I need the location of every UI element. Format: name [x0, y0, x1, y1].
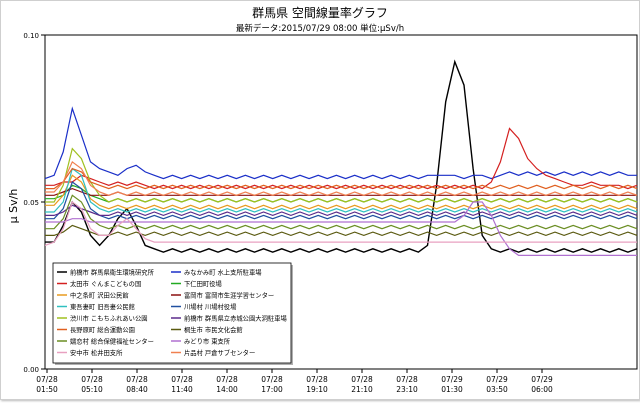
- series-line: [45, 174, 638, 210]
- legend-label: 安中市 松井田支所: [70, 348, 123, 357]
- legend-label: 富岡市 富岡市生涯学習センター: [184, 291, 274, 300]
- x-tick-label-time: 17:00: [261, 385, 283, 394]
- series-lines: [44, 59, 638, 256]
- legend-box: [52, 262, 292, 364]
- x-tick-label-time: 03:50: [486, 385, 508, 394]
- legend-label: 川場村 川場村役場: [184, 302, 237, 311]
- legend-label: 下仁田町役場: [184, 279, 222, 288]
- series-line: [44, 201, 637, 246]
- x-tick-label-date: 07/29: [486, 375, 508, 384]
- chart-title: 群馬県 空間線量率グラフ: [252, 5, 388, 20]
- y-tick-label: 0.00: [23, 366, 39, 374]
- legend-label: 桐生市 市民文化会館: [184, 325, 243, 334]
- series-line: [45, 167, 638, 190]
- x-tick-label-time: 14:00: [216, 385, 238, 394]
- legend-label: 前橋市 群馬県立赤城公園大洞駐車場: [184, 314, 287, 323]
- legend-label: みなかみ町 水上支所駐車場: [184, 268, 262, 277]
- legend-label: 渋川市 こもちふれあい公園: [70, 314, 148, 323]
- x-tick-label-date: 07/28: [351, 375, 373, 384]
- series-line: [45, 181, 638, 220]
- x-tick-label-time: 21:10: [351, 385, 373, 394]
- legend-label: みどり市 東支所: [184, 337, 231, 346]
- x-tick-label-time: 01:30: [441, 385, 463, 394]
- series-line: [45, 167, 638, 213]
- x-tick-label-time: 06:00: [531, 385, 553, 394]
- series-line: [45, 224, 638, 237]
- x-tick-label-date: 07/29: [531, 375, 553, 384]
- y-tick-label: 0.05: [23, 199, 39, 207]
- x-tick-label-time: 11:40: [171, 385, 193, 394]
- chart-subtitle: 最新データ:2015/07/29 08:00 単位:μSv/h: [236, 23, 404, 34]
- x-tick-label-date: 07/28: [396, 375, 418, 384]
- x-tick-label-date: 07/29: [441, 375, 463, 384]
- series-line: [45, 201, 637, 256]
- x-tick-label-time: 01:50: [36, 385, 58, 394]
- legend-label: 中之条町 沢田公民館: [70, 291, 129, 300]
- x-tick-label-date: 07/28: [171, 375, 193, 384]
- y-tick-label: 0.10: [23, 32, 39, 40]
- legend-label: 東吾妻町 旧吾妻公民館: [70, 302, 135, 311]
- x-tick-label-date: 07/28: [306, 375, 328, 384]
- x-tick-label-time: 19:10: [306, 385, 328, 394]
- legend-label: 前橋市 群馬県衛生環境研究所: [70, 268, 155, 277]
- series-line: [45, 59, 638, 253]
- legend-label: 太田市 ぐんまこどもの国: [70, 279, 141, 288]
- x-tick-label-date: 07/28: [261, 375, 283, 384]
- series-line: [45, 194, 638, 230]
- series-line: [44, 106, 637, 180]
- x-tick-label-date: 07/28: [126, 375, 148, 384]
- legend-label: 嬬恋村 総合保健福祉センター: [70, 337, 154, 346]
- series-line: [45, 147, 638, 203]
- x-tick-label-date: 07/28: [36, 375, 58, 384]
- series-line: [45, 160, 638, 196]
- x-tick-label-time: 05:10: [81, 385, 103, 394]
- legend-label: 片品村 戸倉サブセンター: [184, 348, 255, 357]
- legend-label: 長野原町 総合運動公園: [70, 325, 135, 334]
- series-line: [45, 204, 638, 217]
- y-axis-label: μ Sv/h: [7, 189, 20, 224]
- x-tick-label-date: 07/28: [216, 375, 238, 384]
- x-tick-label-time: 08:40: [126, 385, 148, 394]
- x-tick-label-time: 23:10: [396, 385, 418, 394]
- x-tick-label-date: 07/28: [81, 375, 103, 384]
